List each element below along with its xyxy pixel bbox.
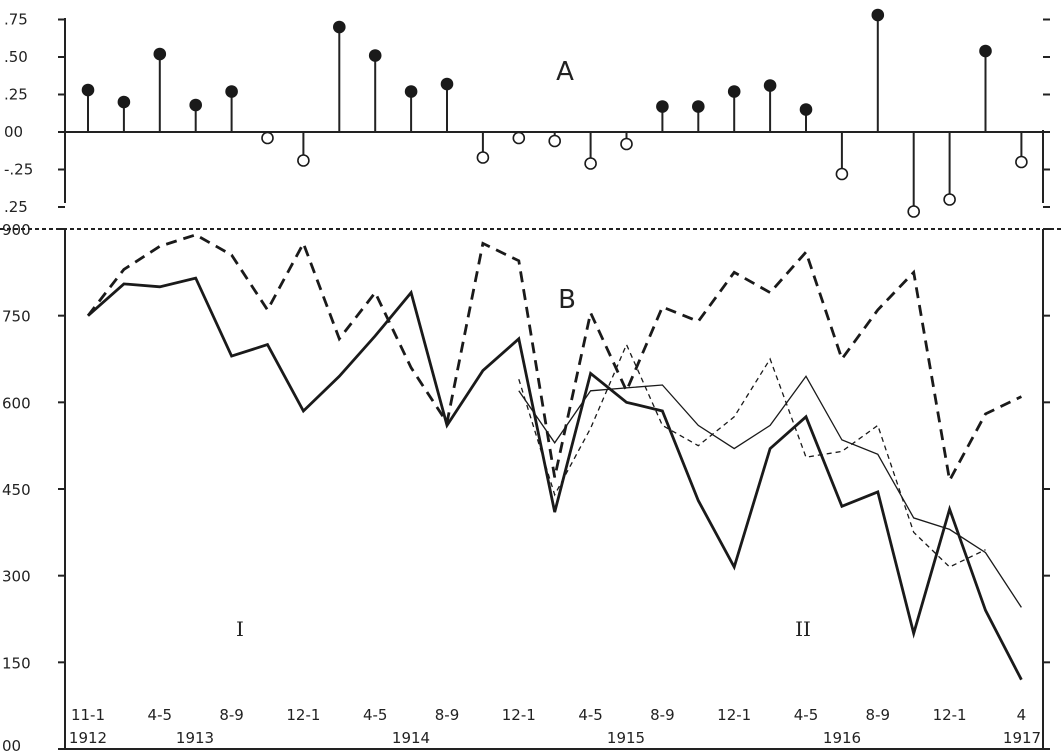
panel-a-stem-marker bbox=[297, 154, 310, 167]
panel-b-y-tick-label: 300 bbox=[2, 568, 31, 586]
panel-b-y-tick-label: 750 bbox=[2, 308, 31, 326]
panel-b-x-tick-label: 4-5 bbox=[148, 706, 173, 724]
panel-a-stem-marker bbox=[368, 49, 382, 62]
panel-a-y-tick-label: .75 bbox=[4, 11, 28, 29]
panel-a-stem-marker bbox=[548, 134, 562, 148]
panel-a-stem-marker bbox=[691, 100, 705, 113]
series-line-heavy-solid bbox=[87, 276, 1023, 681]
panel-a-stem-marker bbox=[871, 8, 885, 22]
panel-b-y-tick-label: 450 bbox=[2, 481, 31, 499]
panel-b-x-tick-label: 8-9 bbox=[650, 706, 675, 724]
panel-a-stem-marker bbox=[584, 157, 597, 170]
panel-a-stem-marker bbox=[404, 85, 418, 98]
panel-a-stem-marker bbox=[656, 100, 669, 113]
region-label-i: I bbox=[236, 617, 244, 641]
panel-b-x-tick-label: 12-1 bbox=[502, 706, 536, 724]
panel-b-year-label: 1912 bbox=[69, 729, 107, 747]
panel-a-stem-marker bbox=[943, 193, 956, 206]
panel-b-x-tick-label: 4-5 bbox=[363, 706, 388, 724]
panel-b-label: B bbox=[558, 285, 576, 315]
panel-b-x-tick-label: 11-1 bbox=[71, 706, 105, 724]
panel-b-x-tick-label: 8-9 bbox=[435, 706, 460, 724]
panel-b-x-tick-label: 8-9 bbox=[219, 706, 244, 724]
panel-a: A .75 .50 .25 00 -.25 .25 bbox=[4, 8, 1050, 218]
panel-a-stem-marker bbox=[153, 47, 167, 61]
panel-a-y-tick-label: 00 bbox=[4, 123, 23, 141]
panel-b-y-tick-label: 150 bbox=[2, 654, 31, 672]
panel-b-x-tick-label: 12-1 bbox=[286, 706, 320, 724]
panel-b-x-tick-label: 4 bbox=[1017, 706, 1027, 724]
panel-b-y-tick-label: 900 bbox=[2, 221, 31, 239]
panel-a-stem-marker bbox=[476, 151, 490, 164]
panel-b: B I II 900 750 600 450 300 150 00 11-1 4-5 8-9 12-… bbox=[0, 221, 1062, 755]
panel-b-x-tick-label: 4-5 bbox=[578, 706, 603, 724]
panel-b-year-label: 1915 bbox=[607, 729, 645, 747]
panel-b-x-tick-label: 4-5 bbox=[794, 706, 819, 724]
panel-b-year-label: 1913 bbox=[176, 729, 214, 747]
panel-b-year-label: 1914 bbox=[392, 729, 430, 747]
panel-a-stem-marker bbox=[512, 131, 526, 145]
panel-a-stem-marker bbox=[835, 167, 849, 181]
panel-a-stem-marker bbox=[907, 205, 921, 218]
panel-b-y-tick-label: 600 bbox=[2, 394, 31, 412]
panel-a-y-tick-label: -.25 bbox=[4, 161, 33, 179]
panel-a-stem-marker bbox=[1015, 155, 1028, 169]
region-label-ii: II bbox=[795, 617, 811, 641]
panel-a-stem-marker bbox=[440, 77, 454, 91]
series-line-thin-dashed bbox=[518, 342, 986, 568]
panel-a-y-tick-label: .50 bbox=[4, 48, 28, 66]
panel-b-x-tick-label: 12-1 bbox=[933, 706, 967, 724]
series-line-thin-solid bbox=[518, 375, 1022, 608]
series-line-heavy-dashed bbox=[86, 233, 1023, 485]
panel-a-stem-marker bbox=[979, 44, 992, 58]
panel-a-stem-marker bbox=[332, 20, 346, 34]
panel-b-x-tick-label: 8-9 bbox=[866, 706, 891, 724]
panel-a-y-tick-label: .25 bbox=[4, 198, 28, 216]
panel-b-year-label: 1917 bbox=[1003, 729, 1041, 747]
panel-a-stem-marker bbox=[81, 83, 95, 97]
panel-a-y-tick-label: .25 bbox=[4, 86, 28, 104]
panel-a-stem-marker bbox=[763, 79, 777, 92]
panel-a-stem-marker bbox=[799, 103, 813, 116]
panel-b-x-tick-label: 12-1 bbox=[717, 706, 751, 724]
panel-b-year-label: 1916 bbox=[823, 729, 861, 747]
panel-a-label: A bbox=[556, 57, 574, 87]
panel-b-y-tick-label: 00 bbox=[2, 737, 21, 755]
panel-a-stem-marker bbox=[620, 137, 633, 151]
panel-a-stem-marker bbox=[261, 131, 274, 145]
panel-a-stem-marker bbox=[189, 98, 202, 112]
panel-a-stem-marker bbox=[117, 95, 131, 109]
panel-a-stem-marker bbox=[727, 85, 741, 98]
panel-a-stem-marker bbox=[225, 85, 238, 98]
